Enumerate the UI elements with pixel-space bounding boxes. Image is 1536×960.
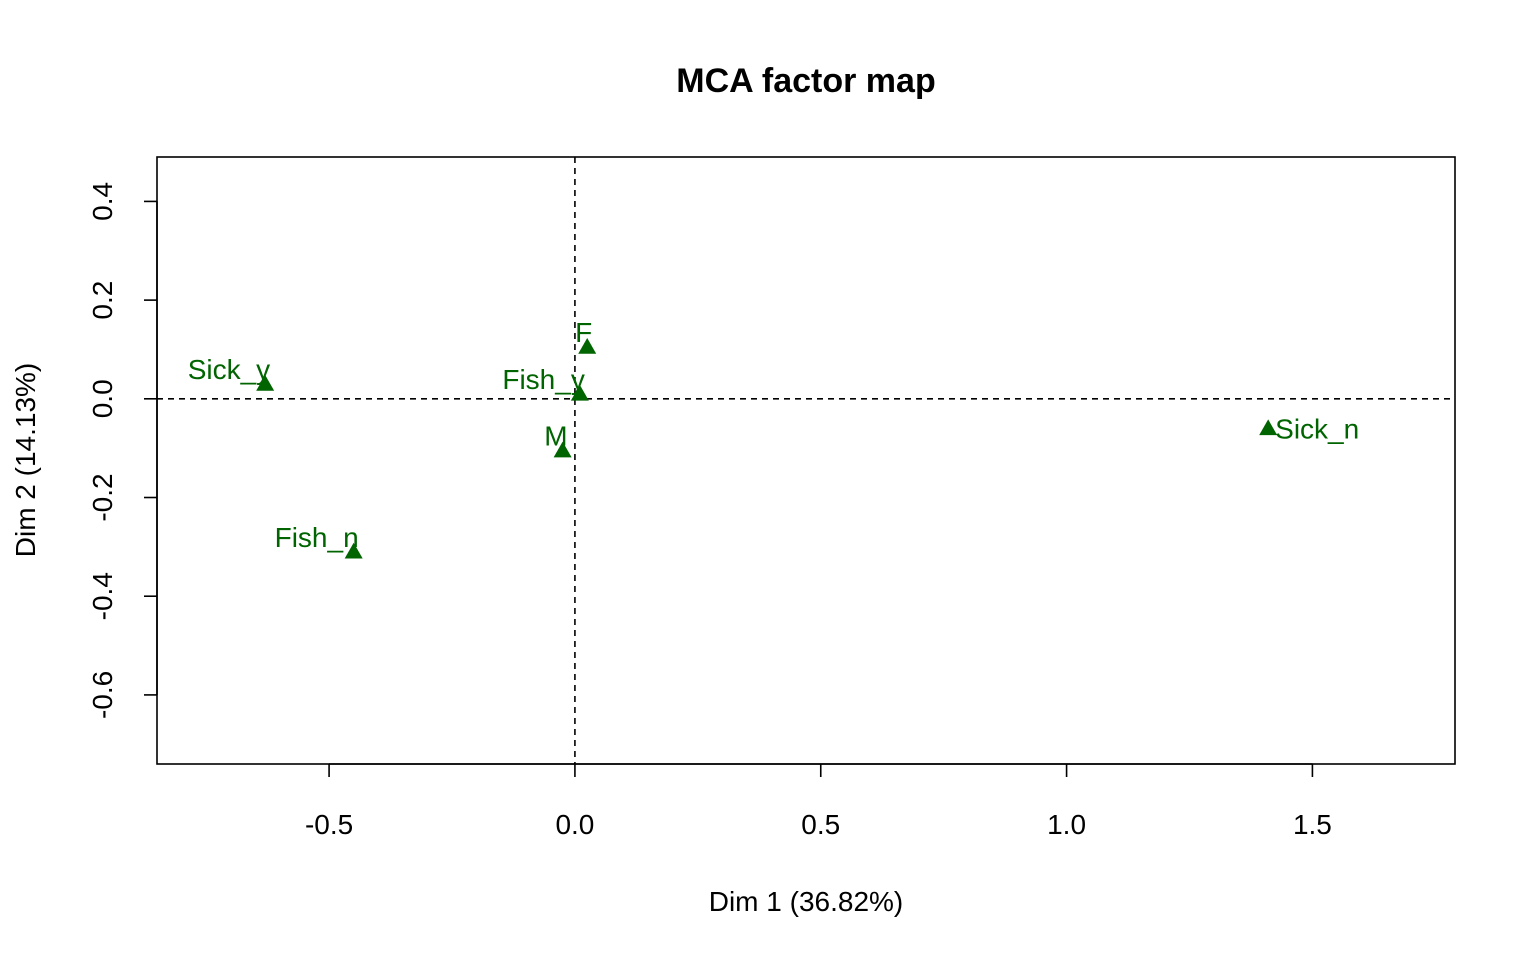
point-marker xyxy=(256,375,275,391)
x-tick-label: 0.5 xyxy=(801,809,840,840)
x-axis: -0.5 0.0 0.5 1.0 1.5 xyxy=(305,763,1332,840)
y-axis: -0.6 -0.4 -0.2 0.0 0.2 0.4 xyxy=(87,182,158,719)
x-axis-label: Dim 1 (36.82%) xyxy=(709,886,904,917)
point-label: Sick_y xyxy=(188,354,270,385)
x-tick-label: 1.0 xyxy=(1047,809,1086,840)
point-marker xyxy=(570,384,589,401)
point-marker xyxy=(344,542,363,559)
y-tick-label: 0.2 xyxy=(87,281,118,320)
data-points: Sick_y F Fish_y M Sick_n Fish_n xyxy=(188,317,1359,559)
plot-frame xyxy=(156,156,1456,765)
x-tick-label: -0.5 xyxy=(305,809,353,840)
point-label: M xyxy=(544,421,567,452)
y-tick-label: -0.4 xyxy=(87,572,118,620)
y-tick-label: 0.0 xyxy=(87,379,118,418)
x-tick-label: 1.5 xyxy=(1293,809,1332,840)
reference-lines xyxy=(157,157,1455,764)
point-label: F xyxy=(575,317,592,348)
point-label: Fish_n xyxy=(275,522,359,553)
x-tick-label: 0.0 xyxy=(555,809,594,840)
point-marker xyxy=(553,441,572,458)
chart-title: MCA factor map xyxy=(676,62,935,100)
y-tick-label: -0.2 xyxy=(87,473,118,521)
point-label: Fish_y xyxy=(502,364,584,395)
point-marker xyxy=(1259,419,1278,436)
y-axis-label: Dim 2 (14.13%) xyxy=(10,363,41,558)
y-tick-label: -0.6 xyxy=(87,671,118,719)
y-tick-label: 0.4 xyxy=(87,182,118,221)
point-marker xyxy=(578,337,597,354)
point-label: Sick_n xyxy=(1275,413,1359,444)
